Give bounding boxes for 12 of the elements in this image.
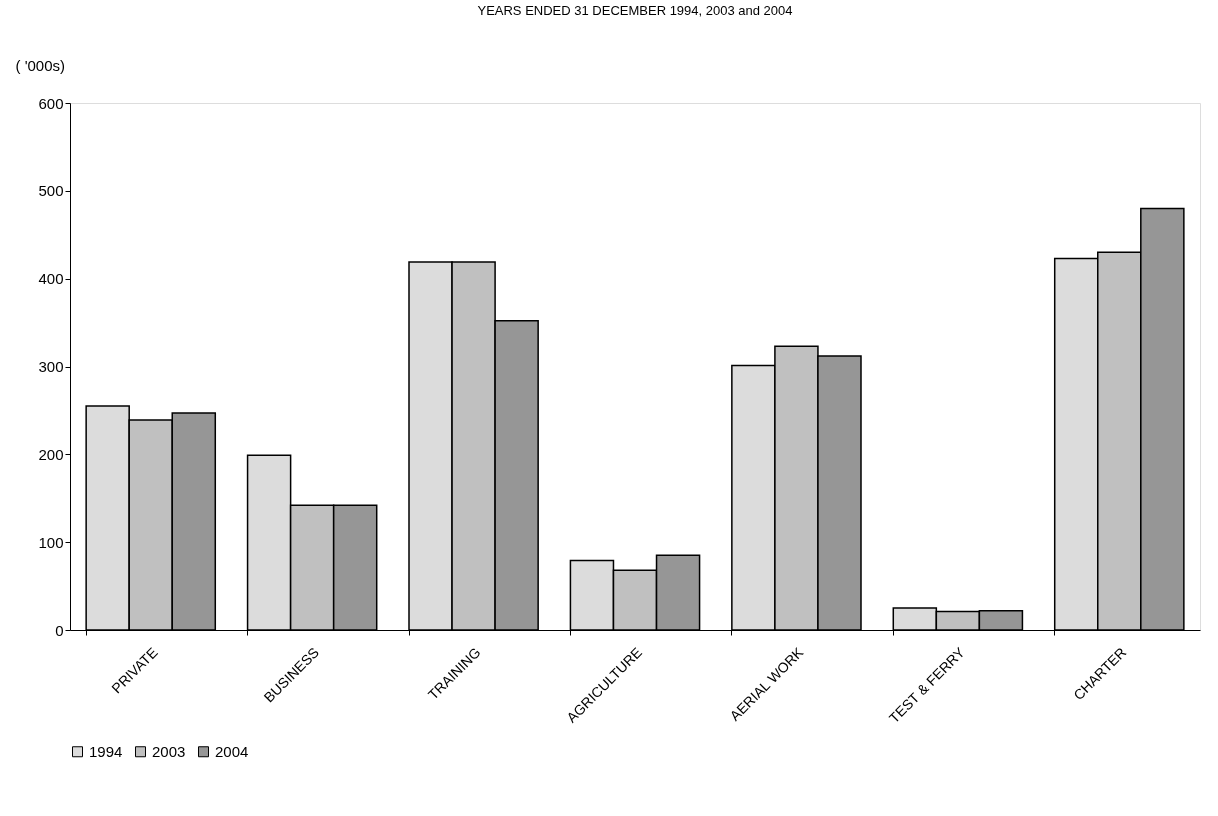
- y-axis-title: ( '000s): [15, 56, 66, 74]
- legend-label: 2003: [152, 742, 186, 760]
- y-tick-label: 400: [38, 270, 64, 288]
- y-tick-label: 300: [38, 358, 64, 375]
- y-tick-label: 600: [38, 94, 64, 112]
- y-tick-label: 100: [38, 533, 64, 551]
- chart-title: YEARS ENDED 31 DECEMBER 1994, 2003 and 2004: [477, 3, 793, 18]
- y-tick-label: 200: [38, 445, 64, 463]
- y-tick-label: 500: [38, 182, 64, 200]
- legend-label: 1994: [89, 742, 123, 760]
- legend-label: 2004: [215, 742, 249, 760]
- y-tick-label: 0: [55, 621, 64, 639]
